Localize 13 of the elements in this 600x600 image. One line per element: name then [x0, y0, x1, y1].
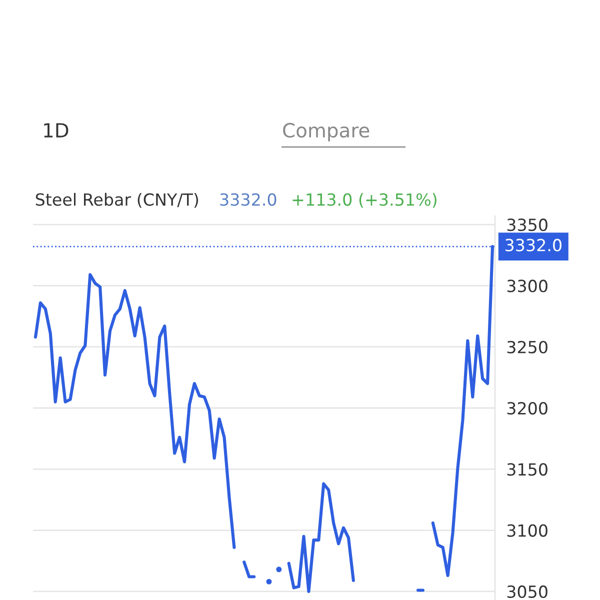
text: 1D [44, 123, 68, 138]
y-tick-label: 3250 [507, 340, 548, 354]
y-tick-label: 3200 [507, 402, 548, 415]
y-tick-label: 3300 [507, 280, 548, 292]
text: Compare [283, 122, 370, 142]
y-tick-label: 3150 [507, 463, 548, 476]
chart-title: Steel Rebar (CNY/T) [36, 192, 198, 208]
y-tick-label: 3100 [507, 524, 548, 537]
text: 3332.0 [220, 193, 276, 206]
y-tick-label: 3050 [507, 585, 548, 598]
text: +113.0 (+3.51%) [292, 192, 436, 208]
ref-line-label: 3332.0 [506, 238, 562, 252]
y-tick-label: 3350 [507, 218, 548, 232]
